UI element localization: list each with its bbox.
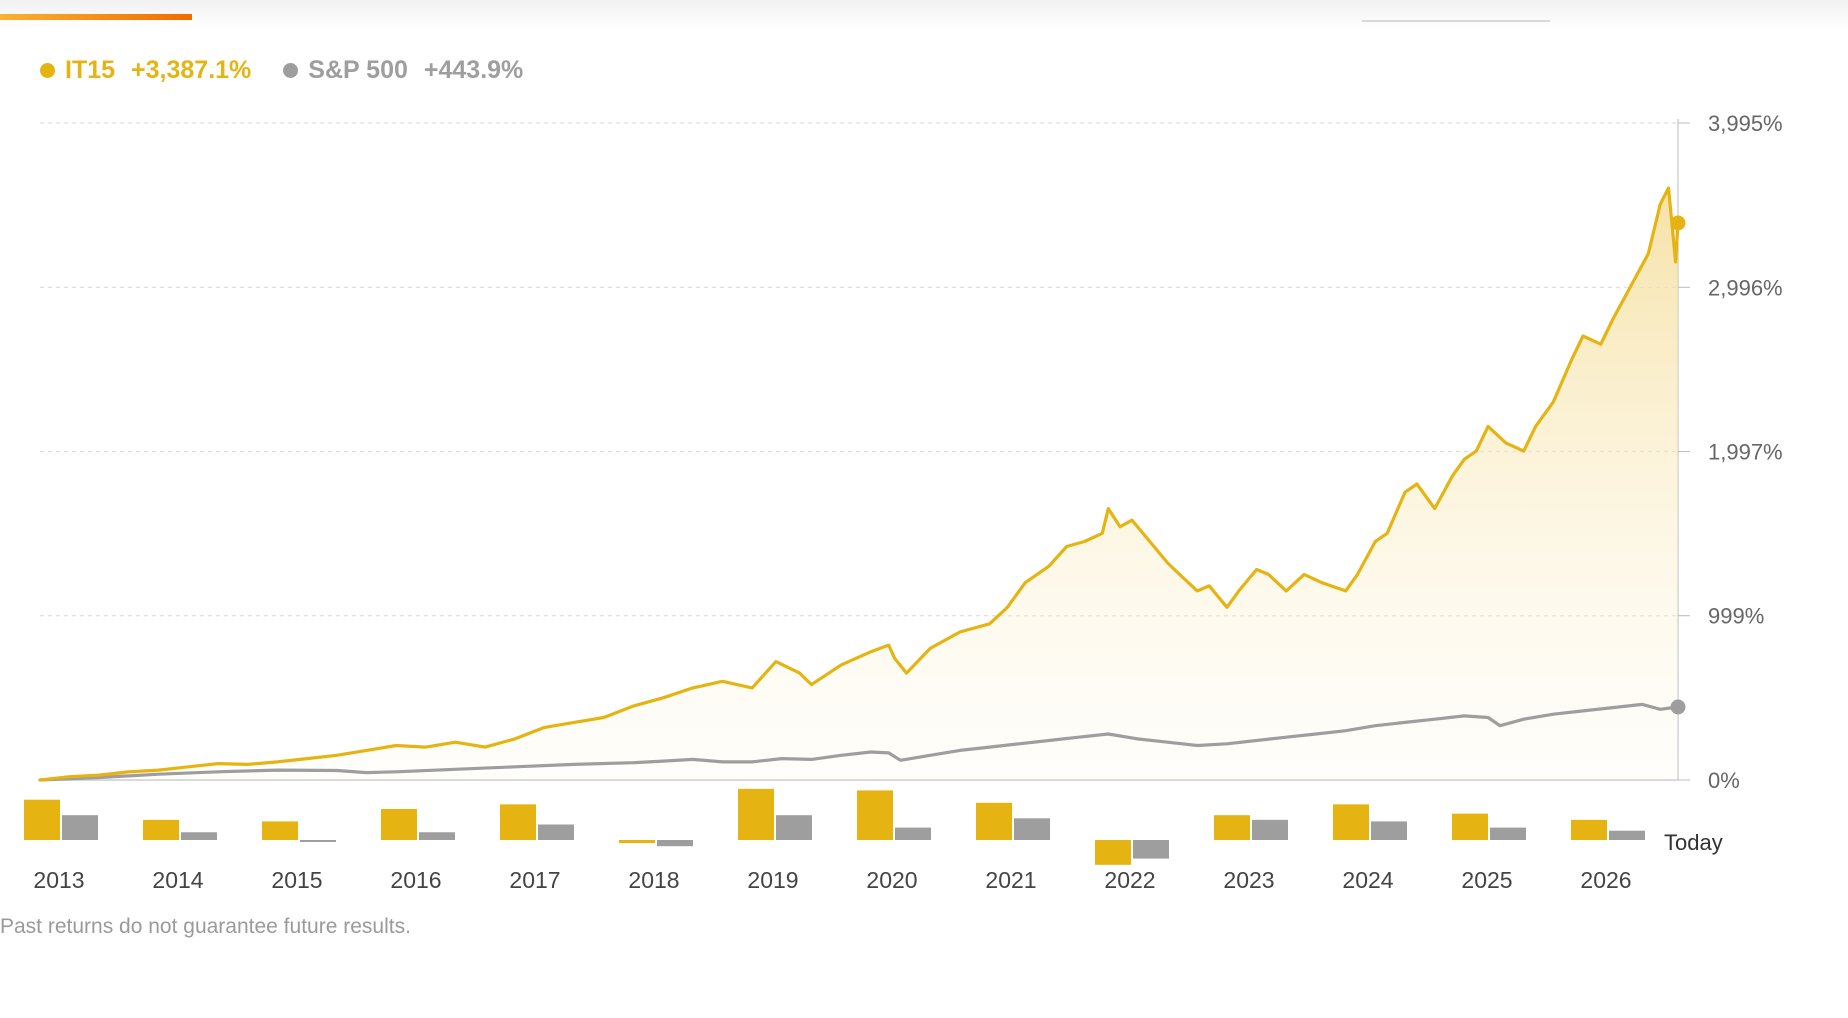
x-tick-label: 2021 — [985, 867, 1036, 893]
legend-value-it15: +3,387.1% — [131, 56, 252, 84]
annual-bar-sp500 — [657, 840, 693, 847]
header-shadow — [0, 0, 1848, 30]
x-tick-label: 2019 — [747, 867, 798, 893]
annual-bar-it15 — [619, 840, 655, 844]
legend-item-sp500[interactable]: S&P 500 +443.9% — [283, 56, 523, 85]
x-tick-label: 2022 — [1104, 867, 1155, 893]
annual-bar-it15 — [1333, 804, 1369, 840]
annual-bar-sp500 — [538, 824, 574, 840]
x-tick-label: 2024 — [1342, 867, 1393, 893]
annual-bar-it15 — [262, 821, 298, 840]
end-marker-sp500 — [1670, 699, 1686, 715]
disclaimer-text: Past returns do not guarantee future res… — [0, 915, 411, 938]
annual-bar-it15 — [143, 819, 179, 840]
legend-value-sp500: +443.9% — [423, 56, 524, 84]
accent-tab-indicator — [0, 14, 192, 20]
annual-bar-it15 — [1571, 819, 1607, 840]
annual-bar-sp500 — [895, 827, 931, 840]
x-tick-label: 2015 — [271, 867, 322, 893]
y-tick-label: 999% — [1708, 604, 1764, 629]
annual-bar-it15 — [738, 788, 774, 840]
y-tick-label: 3,995% — [1708, 111, 1783, 136]
annual-bar-sp500 — [1252, 819, 1288, 840]
annual-bar-it15 — [1095, 840, 1131, 865]
annual-bar-sp500 — [1014, 818, 1050, 840]
x-tick-label: 2014 — [152, 867, 203, 893]
y-tick-label: 2,996% — [1708, 275, 1783, 300]
series-line-it15 — [38, 186, 1680, 782]
chart-legend: IT15 +3,387.1% S&P 500 +443.9% — [40, 56, 555, 85]
annual-bar-sp500 — [300, 840, 336, 842]
annual-bar-it15 — [1214, 815, 1250, 840]
x-tick-label: 2026 — [1580, 867, 1631, 893]
annual-bar-it15 — [976, 802, 1012, 840]
legend-name-it15: IT15 — [65, 56, 116, 84]
annual-bar-sp500 — [1609, 830, 1645, 840]
performance-chart[interactable]: 3,995% 2,996% 1,997% 999% 0% 2013 2014 2015 2016… — [0, 0, 1848, 900]
annual-bar-sp500 — [1490, 827, 1526, 840]
x-tick-label: 2023 — [1223, 867, 1274, 893]
annual-bar-sp500 — [181, 832, 217, 840]
y-tick-label: 0% — [1708, 768, 1740, 793]
annual-bar-it15 — [500, 804, 536, 840]
x-tick-label: 2025 — [1461, 867, 1512, 893]
x-tick-label: 2016 — [390, 867, 441, 893]
it15-area-fill — [40, 188, 1678, 780]
x-tick-label: 2020 — [866, 867, 917, 893]
legend-dot-sp500 — [283, 63, 299, 78]
annual-bar-sp500 — [776, 815, 812, 840]
annual-bar-it15 — [381, 809, 417, 840]
annual-bar-sp500 — [419, 832, 455, 840]
annual-bar-it15 — [24, 799, 60, 840]
annual-bar-sp500 — [1371, 821, 1407, 840]
annual-bar-it15 — [857, 790, 893, 840]
annual-bar-sp500 — [62, 815, 98, 840]
x-tick-label: 2017 — [509, 867, 560, 893]
end-marker-it15 — [1670, 215, 1686, 231]
annual-bar-sp500 — [1133, 840, 1169, 859]
x-tick-label: 2013 — [33, 867, 84, 893]
tab-underline — [1362, 20, 1550, 22]
legend-item-it15[interactable]: IT15 +3,387.1% — [40, 56, 251, 85]
legend-name-sp500: S&P 500 — [308, 56, 408, 84]
annual-bar-it15 — [1452, 813, 1488, 840]
legend-dot-it15 — [40, 63, 55, 78]
series-line-sp500 — [38, 702, 1680, 782]
y-tick-label: 1,997% — [1708, 440, 1783, 465]
today-label: Today — [1664, 830, 1723, 855]
x-tick-label: 2018 — [628, 867, 679, 893]
